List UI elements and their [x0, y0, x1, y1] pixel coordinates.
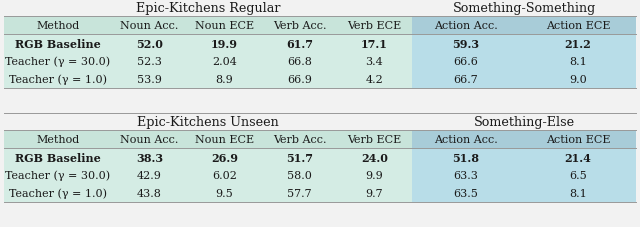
Text: 24.0: 24.0 [361, 152, 388, 163]
Text: 59.3: 59.3 [452, 38, 479, 49]
Text: RGB Baseline: RGB Baseline [15, 38, 101, 49]
Text: Noun Acc.: Noun Acc. [120, 134, 179, 144]
Text: 66.7: 66.7 [454, 75, 478, 85]
Text: 6.02: 6.02 [212, 170, 237, 180]
Text: 9.7: 9.7 [365, 188, 383, 198]
Bar [4, 131, 412, 148]
Text: 52.3: 52.3 [137, 57, 162, 67]
Text: Verb ECE: Verb ECE [348, 134, 402, 144]
Bar [412, 148, 636, 202]
Text: 2.04: 2.04 [212, 57, 237, 67]
Text: 63.5: 63.5 [454, 188, 479, 198]
Text: 8.9: 8.9 [216, 75, 234, 85]
Text: 52.0: 52.0 [136, 38, 163, 49]
Text: 58.0: 58.0 [287, 170, 312, 180]
Text: Something-Something: Something-Something [452, 2, 596, 15]
Text: 19.9: 19.9 [211, 38, 238, 49]
Text: 8.1: 8.1 [569, 57, 587, 67]
Text: 53.9: 53.9 [137, 75, 162, 85]
Text: 21.2: 21.2 [564, 38, 591, 49]
Bar [412, 131, 636, 148]
Text: Teacher (γ = 1.0): Teacher (γ = 1.0) [9, 74, 107, 85]
Text: 57.7: 57.7 [287, 188, 312, 198]
Text: Teacher (γ = 30.0): Teacher (γ = 30.0) [5, 57, 111, 67]
Text: 21.4: 21.4 [564, 152, 591, 163]
Text: 4.2: 4.2 [365, 75, 383, 85]
Bar [4, 0, 636, 17]
Bar [412, 35, 636, 89]
Text: Teacher (γ = 30.0): Teacher (γ = 30.0) [5, 170, 111, 180]
Bar [4, 35, 412, 89]
Text: Noun ECE: Noun ECE [195, 134, 254, 144]
Text: Action Acc.: Action Acc. [434, 21, 498, 31]
Text: Action Acc.: Action Acc. [434, 134, 498, 144]
Bar [4, 148, 412, 202]
Text: Action ECE: Action ECE [546, 134, 611, 144]
Text: 8.1: 8.1 [569, 188, 587, 198]
Text: 63.3: 63.3 [454, 170, 479, 180]
Text: Method: Method [36, 134, 79, 144]
Text: Epic-Kitchens Regular: Epic-Kitchens Regular [136, 2, 280, 15]
Text: Verb ECE: Verb ECE [348, 21, 402, 31]
Text: Teacher (γ = 1.0): Teacher (γ = 1.0) [9, 188, 107, 198]
Text: 38.3: 38.3 [136, 152, 163, 163]
Text: Verb Acc.: Verb Acc. [273, 134, 326, 144]
Text: 6.5: 6.5 [569, 170, 587, 180]
Text: 42.9: 42.9 [137, 170, 162, 180]
Text: Verb Acc.: Verb Acc. [273, 21, 326, 31]
Text: 17.1: 17.1 [361, 38, 388, 49]
Text: 3.4: 3.4 [365, 57, 383, 67]
Text: 26.9: 26.9 [211, 152, 238, 163]
Text: Method: Method [36, 21, 79, 31]
Text: 61.7: 61.7 [286, 38, 313, 49]
Text: RGB Baseline: RGB Baseline [15, 152, 101, 163]
Text: 66.8: 66.8 [287, 57, 312, 67]
Text: 9.0: 9.0 [569, 75, 587, 85]
Text: Action ECE: Action ECE [546, 21, 611, 31]
Text: 43.8: 43.8 [137, 188, 162, 198]
Text: Something-Else: Something-Else [474, 116, 575, 128]
Text: 9.5: 9.5 [216, 188, 234, 198]
Text: 66.9: 66.9 [287, 75, 312, 85]
Bar [4, 114, 636, 131]
Text: Epic-Kitchens Unseen: Epic-Kitchens Unseen [137, 116, 279, 128]
Bar [412, 17, 636, 35]
Text: 51.7: 51.7 [286, 152, 313, 163]
Text: Noun Acc.: Noun Acc. [120, 21, 179, 31]
Text: 51.8: 51.8 [452, 152, 479, 163]
Text: 9.9: 9.9 [365, 170, 383, 180]
Text: 66.6: 66.6 [454, 57, 479, 67]
Text: Noun ECE: Noun ECE [195, 21, 254, 31]
Bar [4, 17, 412, 35]
